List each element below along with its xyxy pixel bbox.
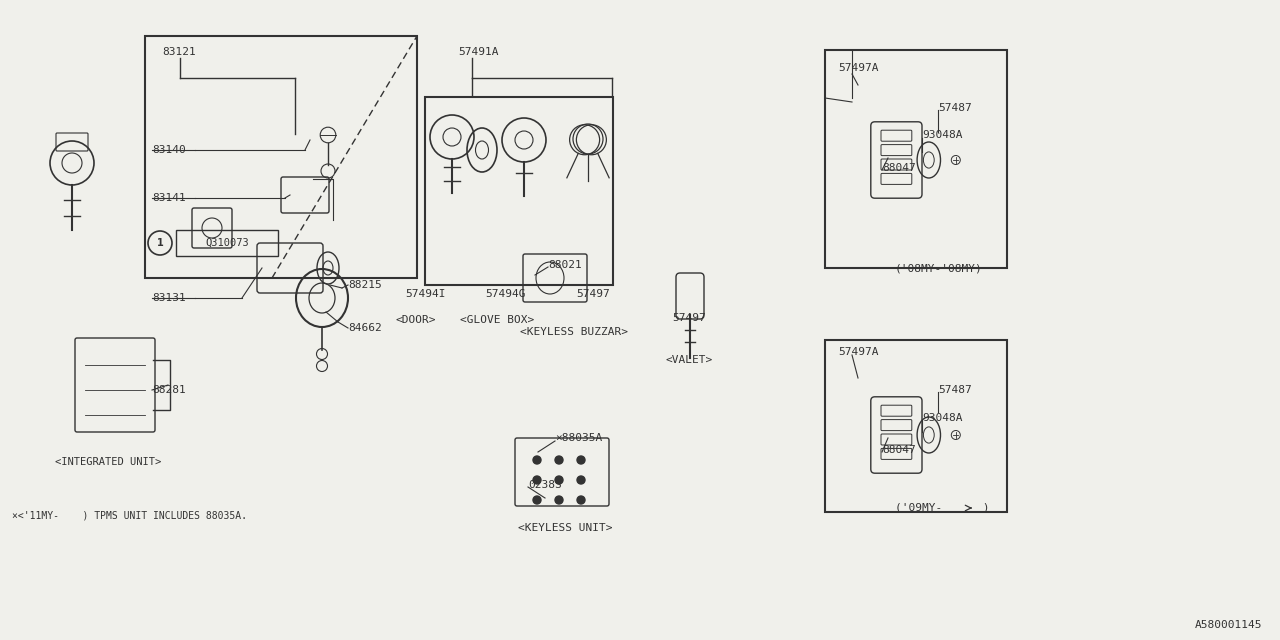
Circle shape — [532, 496, 541, 504]
Text: 57497: 57497 — [576, 289, 609, 299]
Text: 57491A: 57491A — [458, 47, 498, 57]
Bar — [826, 50, 1007, 268]
Text: 83140: 83140 — [152, 145, 186, 155]
Text: <INTEGRATED UNIT>: <INTEGRATED UNIT> — [55, 457, 161, 467]
Text: 57487: 57487 — [938, 385, 972, 395]
Text: 57497A: 57497A — [838, 347, 878, 357]
Text: <KEYLESS UNIT>: <KEYLESS UNIT> — [518, 523, 613, 533]
Bar — [425, 97, 613, 285]
Text: <VALET>: <VALET> — [666, 355, 712, 365]
Circle shape — [532, 476, 541, 484]
Text: 88047: 88047 — [882, 445, 915, 455]
Text: 57487: 57487 — [938, 103, 972, 113]
Circle shape — [556, 456, 563, 464]
Text: 0238S: 0238S — [529, 480, 562, 490]
Circle shape — [556, 496, 563, 504]
Text: 83131: 83131 — [152, 293, 186, 303]
Text: 93048A: 93048A — [922, 413, 963, 423]
Text: ×88035A: ×88035A — [556, 433, 603, 443]
Text: 57494G: 57494G — [485, 289, 526, 299]
Text: 88281: 88281 — [152, 385, 186, 395]
Text: 57497A: 57497A — [838, 63, 878, 73]
Circle shape — [577, 496, 585, 504]
Circle shape — [577, 476, 585, 484]
Text: ×<'11MY-    ) TPMS UNIT INCLUDES 88035A.: ×<'11MY- ) TPMS UNIT INCLUDES 88035A. — [12, 510, 247, 520]
Circle shape — [556, 476, 563, 484]
Text: 93048A: 93048A — [922, 130, 963, 140]
Text: 83141: 83141 — [152, 193, 186, 203]
Text: A580001145: A580001145 — [1194, 620, 1262, 630]
Text: <KEYLESS BUZZAR>: <KEYLESS BUZZAR> — [520, 327, 628, 337]
Text: 88021: 88021 — [548, 260, 581, 270]
Text: 57494I: 57494I — [404, 289, 445, 299]
Circle shape — [577, 456, 585, 464]
Text: 1: 1 — [156, 238, 164, 248]
Text: 88047: 88047 — [882, 163, 915, 173]
Bar — [826, 340, 1007, 512]
Text: 88215: 88215 — [348, 280, 381, 290]
Bar — [145, 36, 417, 278]
Circle shape — [532, 456, 541, 464]
Text: 57497: 57497 — [672, 313, 705, 323]
Text: Q310073: Q310073 — [205, 238, 248, 248]
Text: ('08MY-'08MY): ('08MY-'08MY) — [895, 263, 983, 273]
Text: ('09MY-      ): ('09MY- ) — [895, 503, 989, 513]
Text: 84662: 84662 — [348, 323, 381, 333]
Bar — [177, 230, 278, 256]
Text: <GLOVE BOX>: <GLOVE BOX> — [460, 315, 534, 325]
Text: 83121: 83121 — [163, 47, 196, 57]
Text: <DOOR>: <DOOR> — [396, 315, 436, 325]
